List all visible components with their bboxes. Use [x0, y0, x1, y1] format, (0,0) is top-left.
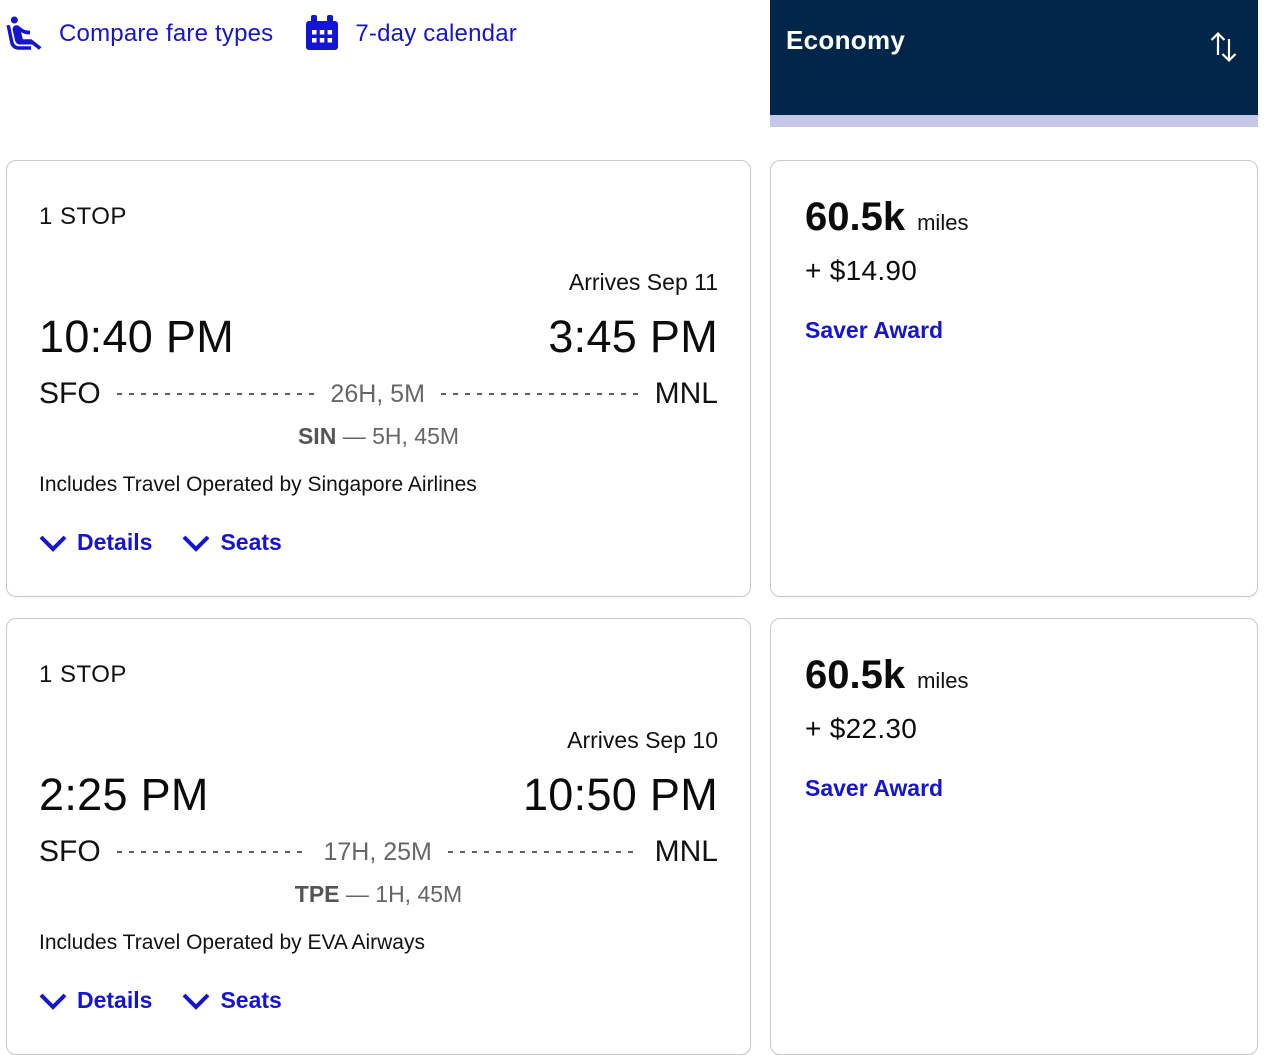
details-toggle[interactable]: Details	[39, 529, 152, 556]
destination-code: MNL	[654, 835, 718, 868]
details-label: Details	[77, 529, 153, 555]
flight-card: 1 STOP Arrives Sep 11 10:40 PM 3:45 PM S…	[6, 160, 751, 597]
arrive-time: 10:50 PM	[522, 769, 718, 820]
sort-arrows-icon[interactable]	[1206, 25, 1242, 65]
chevron-down-icon	[39, 534, 67, 552]
route-dash-line	[116, 851, 308, 853]
connection-info: SIN — 5H, 45M	[39, 423, 718, 449]
route-dash-line	[447, 851, 639, 853]
depart-time: 10:40 PM	[39, 311, 235, 362]
total-duration: 17H, 25M	[323, 838, 432, 866]
taxes-fees-value: + $14.90	[805, 255, 918, 286]
saver-award-link[interactable]: Saver Award	[805, 775, 944, 801]
arrival-date-label: Arrives Sep 10	[567, 727, 718, 753]
fare-column-title: Economy	[786, 25, 906, 55]
flight-card: 1 STOP Arrives Sep 10 2:25 PM 10:50 PM S…	[6, 618, 751, 1055]
chevron-down-icon	[182, 992, 210, 1010]
seven-day-calendar-label: 7-day calendar	[355, 20, 517, 47]
stops-label: 1 STOP	[39, 203, 127, 230]
connection-duration: — 5H, 45M	[342, 423, 460, 449]
stops-label: 1 STOP	[39, 661, 127, 688]
details-label: Details	[77, 987, 153, 1013]
connection-airport: SIN	[297, 423, 337, 449]
origin-code: SFO	[39, 835, 101, 868]
fare-card[interactable]: 60.5k miles + $14.90 Saver Award	[770, 160, 1258, 597]
route-dash-line	[116, 393, 315, 395]
total-duration: 26H, 5M	[330, 380, 425, 408]
miles-unit: miles	[917, 668, 969, 693]
seats-label: Seats	[220, 987, 282, 1013]
miles-unit: miles	[917, 210, 969, 235]
fare-column-header-wrap: Economy	[770, 0, 1258, 127]
arrive-time: 3:45 PM	[548, 311, 718, 362]
miles-value: 60.5k	[805, 653, 906, 697]
compare-fare-types-label: Compare fare types	[59, 20, 274, 47]
connection-airport: TPE	[294, 881, 340, 907]
chevron-down-icon	[39, 992, 67, 1010]
taxes-fees-value: + $22.30	[805, 713, 918, 744]
arrival-date-label: Arrives Sep 11	[568, 269, 718, 295]
miles-value: 60.5k	[805, 195, 906, 239]
seat-recline-icon	[3, 13, 45, 55]
seats-toggle[interactable]: Seats	[182, 987, 282, 1014]
chevron-down-icon	[182, 534, 210, 552]
connection-duration: — 1H, 45M	[345, 881, 463, 907]
seven-day-calendar-button[interactable]: 7-day calendar	[303, 14, 517, 54]
details-toggle[interactable]: Details	[39, 987, 152, 1014]
calendar-icon	[303, 14, 341, 54]
saver-award-link[interactable]: Saver Award	[805, 317, 944, 343]
fare-column-substrip	[770, 115, 1258, 127]
connection-info: TPE — 1H, 45M	[39, 881, 718, 907]
operated-by-text: Includes Travel Operated by EVA Airways	[39, 931, 425, 954]
destination-code: MNL	[654, 377, 718, 410]
fare-card[interactable]: 60.5k miles + $22.30 Saver Award	[770, 618, 1258, 1055]
compare-fare-types-button[interactable]: Compare fare types	[3, 13, 273, 55]
operated-by-text: Includes Travel Operated by Singapore Ai…	[39, 473, 477, 496]
origin-code: SFO	[39, 377, 101, 410]
depart-time: 2:25 PM	[39, 769, 209, 820]
fare-column-header: Economy	[770, 0, 1258, 115]
seats-label: Seats	[220, 529, 282, 555]
results-toolbar: Compare fare types 7-day calendar	[0, 0, 751, 58]
route-dash-line	[440, 393, 639, 395]
seats-toggle[interactable]: Seats	[182, 529, 282, 556]
